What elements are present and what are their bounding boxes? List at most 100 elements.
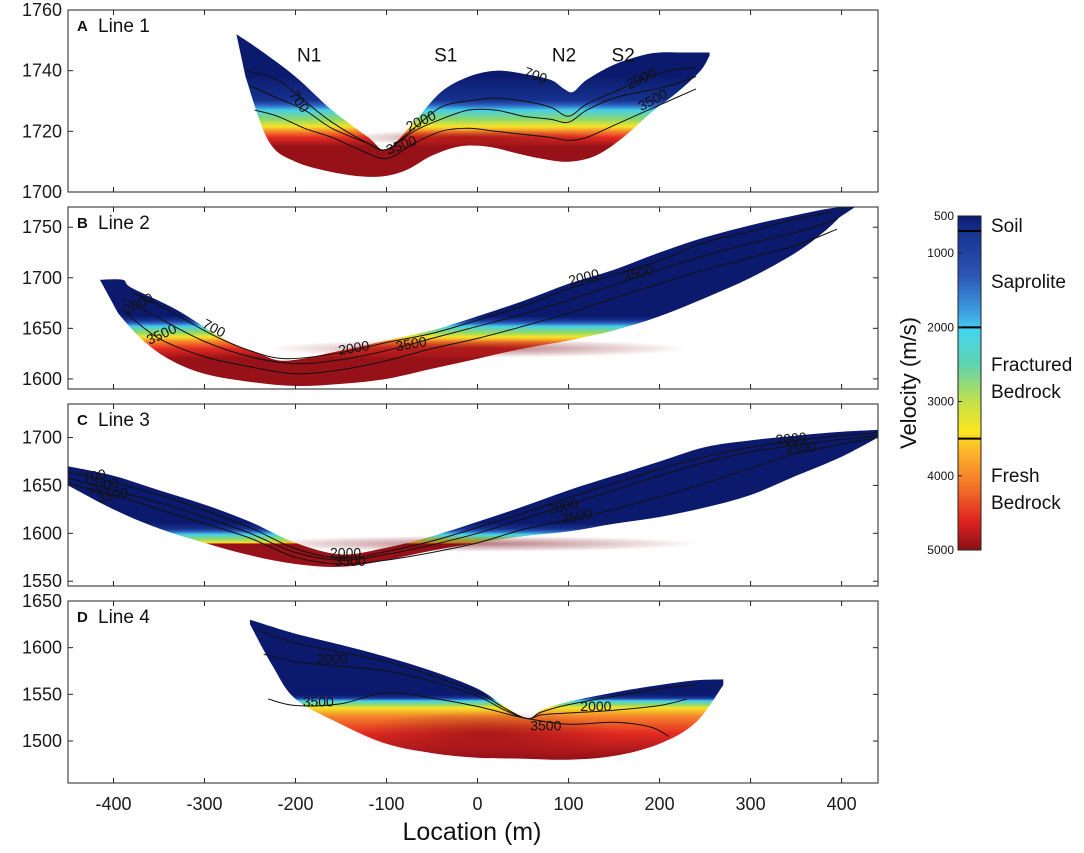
panel-frame [67, 403, 879, 587]
contour-700 [258, 630, 697, 720]
panel-frame [67, 600, 879, 784]
velocity-model-a [236, 34, 710, 177]
deep-velocity-zone [354, 711, 620, 756]
contour-label: 2000 [337, 337, 371, 358]
x-tick-label: 300 [736, 794, 766, 814]
y-tick-label: 1650 [22, 318, 62, 338]
x-axis-label: Location (m) [403, 818, 542, 846]
x-tick-label: 100 [554, 794, 584, 814]
contour-label: 2000 [546, 495, 580, 517]
x-axis: Location (m) -400 -300 -200 -100 0 100 200 300 4… [95, 794, 856, 846]
y-tick-label: 1700 [22, 428, 62, 448]
x-tick-label: 200 [645, 794, 675, 814]
colorbar-tick-label: 2000 [927, 320, 954, 334]
y-tick-label: 1600 [22, 523, 62, 543]
contour-3500 [122, 228, 838, 375]
x-tick-label: -400 [95, 794, 131, 814]
contour-label: 2000 [775, 429, 808, 448]
contour-2000 [249, 76, 697, 151]
colorbar-zone-label: Bedrock [991, 382, 1061, 403]
colorbar-zone-label: Fractured [991, 355, 1072, 376]
colorbar-tick-label: 500 [934, 209, 954, 223]
colorbar-zone-label: Bedrock [991, 493, 1061, 514]
feature-label: S1 [434, 46, 457, 67]
y-tick-label: 1700 [22, 268, 62, 288]
velocity-model-b [99, 207, 856, 387]
panel-frame [67, 206, 879, 390]
y-tick-label: 1550 [22, 571, 62, 591]
contour-label: 3500 [303, 693, 334, 709]
feature-label: N2 [552, 46, 576, 67]
contour-label: 2000 [86, 474, 120, 496]
contour-label: 3500 [96, 484, 130, 506]
colorbar-zone-label: Saprolite [991, 272, 1066, 293]
contour-label: 3500 [784, 439, 817, 458]
panel-letter: D [77, 609, 88, 626]
panel-title: Line 3 [98, 410, 150, 431]
x-tick-label: 0 [473, 794, 483, 814]
feature-label: N1 [297, 46, 321, 67]
feature-label: S2 [612, 46, 635, 67]
contour-3500 [68, 437, 878, 565]
contour-2000 [68, 435, 878, 561]
contour-700 [245, 67, 697, 151]
contour-700 [131, 211, 833, 360]
contour-label: 2000 [330, 544, 361, 560]
contour-label: 2000 [580, 698, 611, 714]
y-tick-label: 1600 [22, 638, 62, 658]
colorbar-zone-label: Soil [991, 216, 1023, 237]
contour-3500 [254, 88, 697, 160]
colorbar-tick-label: 4000 [927, 469, 954, 483]
panel-title: Line 4 [98, 607, 150, 628]
contour-700 [68, 432, 878, 559]
x-tick-label: -200 [278, 794, 314, 814]
x-tick-label: -300 [187, 794, 223, 814]
section-d: 2000 3500 2000 3500 [250, 619, 724, 760]
contour-2000 [263, 653, 688, 720]
deep-velocity-zone [340, 129, 606, 146]
contour-3500 [268, 691, 669, 737]
y-tick-label: 1550 [22, 684, 62, 704]
panel-letter: A [77, 18, 88, 35]
colorbar-zone-label: Fresh [991, 466, 1040, 487]
panel-title: Line 1 [98, 16, 150, 37]
panel-letter: C [77, 412, 88, 429]
colorbar-tick-label: 1000 [927, 246, 954, 260]
contour-label: 3500 [394, 333, 428, 354]
colorbar: Velocity (m/s) 500 1000 2000 3000 4000 5000 So… [896, 209, 1072, 557]
colorbar-scale [957, 215, 982, 551]
contour-label: 700 [81, 465, 107, 486]
contour-2000 [122, 218, 838, 365]
y-tick-label: 1600 [22, 369, 62, 389]
deep-velocity-zone [266, 339, 690, 358]
x-tick-label: -100 [369, 794, 405, 814]
y-tick-label: 1650 [22, 591, 62, 611]
y-tick-label: 1740 [22, 61, 62, 81]
y-tick-label: 1720 [22, 121, 62, 141]
y-tick-label: 1700 [22, 182, 62, 202]
panel-d: 2000 3500 2000 3500 1500 1550 1600 1650 D Line 4 [22, 591, 879, 784]
colorbar-title: Velocity (m/s) [896, 317, 921, 449]
panel-title: Line 2 [98, 213, 150, 234]
y-tick-label: 1650 [22, 475, 62, 495]
colorbar-tick-label: 3000 [927, 395, 954, 409]
contour-label: 2000 [316, 651, 347, 667]
y-tick-label: 1760 [22, 0, 62, 20]
colorbar-tick-label: 5000 [927, 543, 954, 557]
contour-label: 3500 [335, 553, 366, 569]
panel-c: 7002000350020003500200035002000350015501… [22, 403, 879, 591]
contour-label: 3500 [560, 505, 594, 527]
panel-frame [67, 9, 879, 193]
y-tick-label: 1500 [22, 731, 62, 751]
contour-label: 2000 [567, 265, 601, 288]
x-tick-label: 400 [827, 794, 857, 814]
contour-label: 3500 [621, 261, 655, 284]
y-tick-label: 1750 [22, 217, 62, 237]
contour-label: 3500 [530, 718, 561, 734]
